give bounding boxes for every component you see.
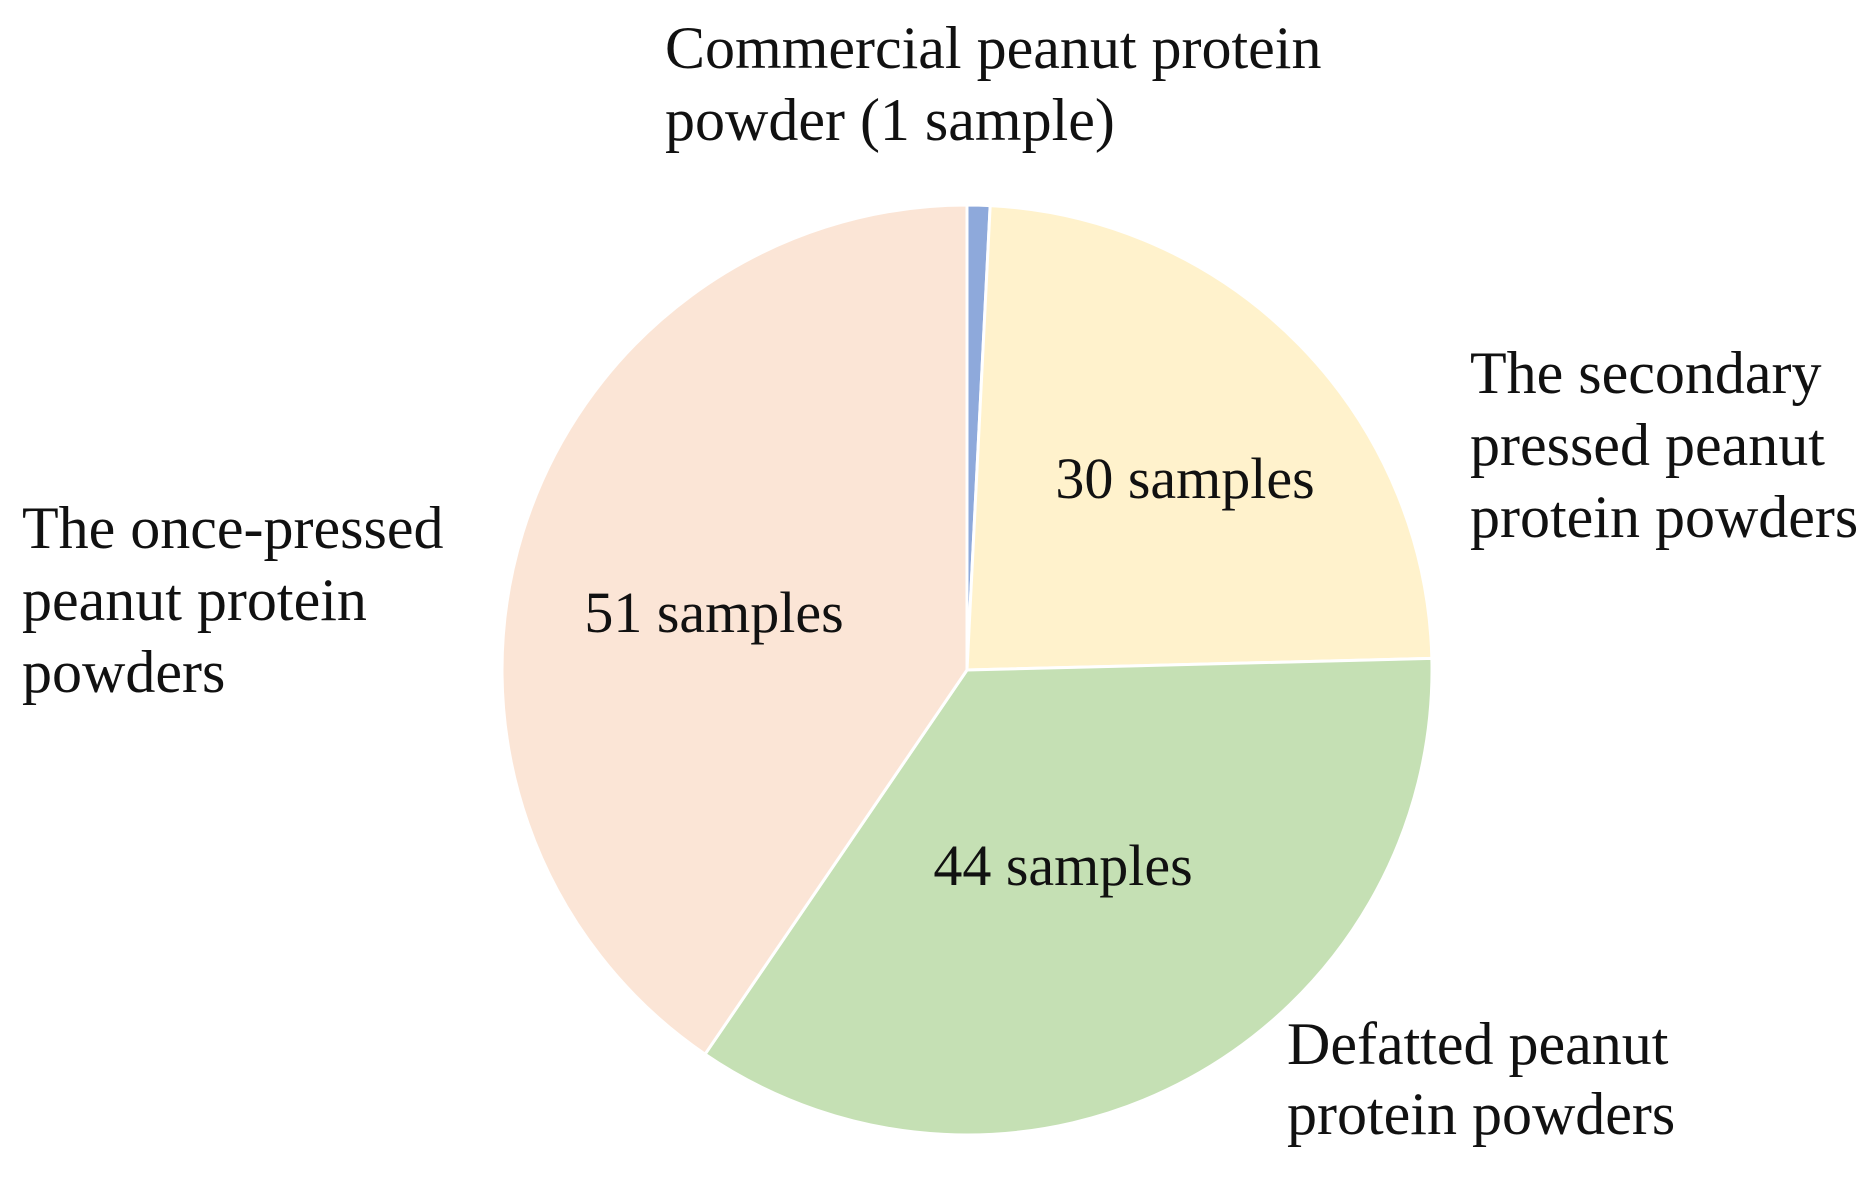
category-label-line: The once-pressed (22, 495, 443, 561)
category-label-line: powders (22, 639, 225, 705)
slice-data-labels: 30 samples 44 samples 51 samples (584, 446, 1314, 898)
data-label-the-once-pressed-peanut-protein-powders: 51 samples (584, 580, 843, 645)
category-label-line: The secondary (1470, 340, 1822, 406)
category-label-the-secondary-pressed-peanut-protein-powders: The secondary pressed peanut protein powde… (1470, 340, 1858, 550)
data-label-defatted-peanut-protein-powders: 44 samples (933, 833, 1192, 898)
category-label-the-once-pressed-peanut-protein-powders: The once-pressed peanut protein powders (22, 495, 443, 705)
data-label-the-secondary-pressed-peanut-protein-powders: 30 samples (1055, 446, 1314, 511)
category-label-defatted-peanut-protein-powders: Defatted peanut protein powders (1287, 1011, 1675, 1147)
category-label-commercial-peanut-protein-powder-1-sample: Commercial peanut protein powder (1 sampl… (665, 15, 1321, 153)
category-label-line: powder (1 sample) (665, 87, 1115, 153)
category-label-line: protein powders (1470, 484, 1858, 550)
category-label-line: peanut protein (22, 567, 367, 633)
category-label-line: Defatted peanut (1287, 1011, 1669, 1077)
category-label-line: protein powders (1287, 1081, 1675, 1147)
slice-category-labels: Commercial peanut protein powder (1 sampl… (22, 15, 1858, 1147)
pie-slice-the-secondary-pressed-peanut-protein-powders (965, 204, 1434, 672)
category-label-line: pressed peanut (1470, 412, 1825, 478)
pie-slices (500, 203, 1434, 1137)
pie-slice-the-once-pressed-peanut-protein-powders (500, 203, 969, 1056)
pie-slice-defatted-peanut-protein-powders (703, 656, 1434, 1137)
category-label-line: Commercial peanut protein (665, 15, 1321, 81)
